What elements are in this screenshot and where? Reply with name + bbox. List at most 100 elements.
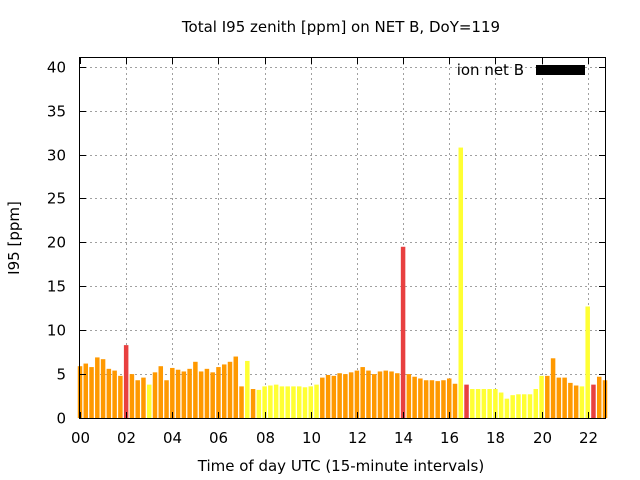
x-tick-label: 04	[163, 429, 182, 447]
bar	[141, 377, 146, 418]
bar	[470, 389, 475, 418]
bar	[429, 380, 435, 418]
bar	[504, 398, 510, 418]
bar	[510, 395, 515, 418]
bar	[285, 386, 290, 418]
bar	[383, 370, 389, 418]
bar	[395, 373, 400, 418]
bar	[389, 371, 394, 418]
y-tick-label: 15	[47, 278, 66, 296]
bar	[371, 374, 377, 418]
y-axis: 0 5 10 15 20 25 30 35 40	[47, 59, 605, 428]
bar	[527, 394, 533, 418]
y-tick-label: 40	[47, 59, 66, 77]
bar	[441, 380, 446, 418]
y-tick-label: 30	[47, 147, 66, 165]
bar	[533, 389, 539, 418]
bar	[112, 370, 117, 418]
x-tick-label: 06	[209, 429, 228, 447]
bar	[360, 367, 365, 418]
bar	[268, 385, 273, 418]
bar	[89, 367, 94, 418]
bar	[452, 383, 458, 418]
bar	[129, 374, 135, 418]
bar	[198, 371, 204, 418]
bar	[152, 372, 158, 418]
bar	[435, 381, 440, 418]
bar	[406, 374, 412, 418]
x-tick-label: 22	[579, 429, 598, 447]
bar	[100, 359, 106, 418]
bar	[400, 246, 406, 418]
bar	[164, 380, 169, 418]
bar	[233, 356, 239, 418]
bar	[418, 378, 423, 418]
bar	[579, 386, 585, 418]
y-tick-label: 10	[47, 322, 66, 340]
x-tick-label: 00	[71, 429, 90, 447]
bar	[568, 382, 573, 418]
y-tick-label: 35	[47, 103, 66, 121]
bar	[498, 392, 504, 418]
bar	[314, 384, 319, 418]
bar	[412, 376, 417, 418]
bar	[308, 386, 314, 418]
bar	[596, 376, 602, 418]
bar	[181, 371, 187, 418]
bar	[348, 372, 354, 418]
bar	[227, 361, 233, 418]
bar	[302, 387, 308, 418]
bar	[279, 386, 285, 418]
y-tick-label: 20	[47, 234, 66, 252]
bar	[106, 368, 112, 418]
bar	[158, 366, 164, 418]
y-tick-label: 5	[56, 366, 66, 384]
x-tick-label: 02	[117, 429, 136, 447]
bar	[204, 368, 210, 418]
bar	[210, 372, 215, 418]
x-tick-label: 14	[394, 429, 413, 447]
bar	[123, 345, 129, 418]
bar	[573, 385, 579, 418]
bar	[585, 306, 590, 418]
bar	[481, 389, 487, 418]
bar	[337, 373, 342, 418]
bar	[146, 384, 152, 418]
bar	[521, 394, 527, 418]
bar	[170, 367, 175, 418]
legend: ion net B	[457, 61, 585, 79]
grid-lines	[80, 58, 605, 418]
bar	[250, 389, 256, 418]
y-tick-label: 0	[56, 410, 66, 428]
bar	[377, 371, 383, 418]
bar	[446, 378, 452, 418]
y-axis-label: I95 [ppm]	[5, 201, 23, 275]
bar	[135, 380, 140, 418]
bar	[273, 384, 279, 418]
x-tick-label: 12	[348, 429, 367, 447]
x-axis-label: Time of day UTC (15-minute intervals)	[197, 457, 484, 475]
bar	[291, 386, 296, 418]
bar	[354, 370, 360, 418]
chart-title: Total I95 zenith [ppm] on NET B, DoY=119	[181, 18, 500, 36]
bar	[556, 377, 562, 418]
x-axis: 00 02 04 06 08 10 12 14 16 18 20 22	[71, 58, 598, 447]
bar	[458, 147, 464, 418]
bar	[487, 389, 492, 418]
bar	[331, 375, 337, 418]
bar	[343, 374, 348, 418]
bar	[423, 380, 429, 418]
bar	[493, 389, 498, 418]
bar	[262, 386, 267, 418]
x-tick-label: 10	[302, 429, 321, 447]
plot-frame	[79, 57, 606, 419]
bar	[320, 377, 325, 418]
bar	[550, 358, 556, 418]
bar	[118, 375, 123, 418]
x-tick-label: 20	[533, 429, 552, 447]
bar	[366, 370, 371, 418]
bar	[325, 374, 331, 418]
legend-swatch	[536, 65, 585, 75]
bar	[95, 357, 100, 418]
